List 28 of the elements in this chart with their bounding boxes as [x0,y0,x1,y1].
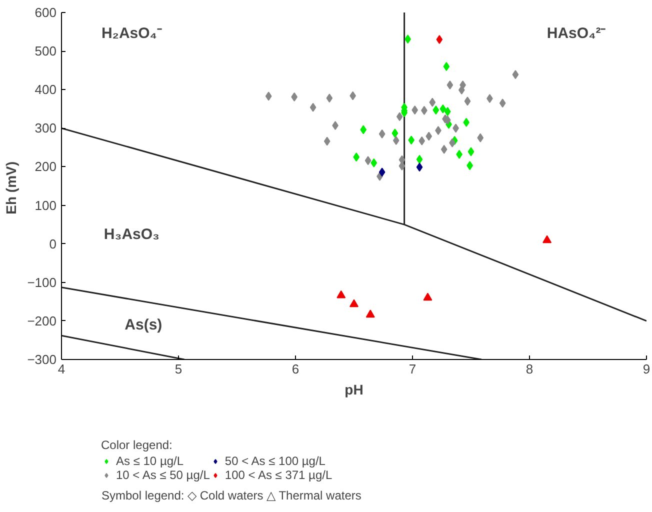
y-tick-label: 100 [34,198,57,213]
y-tick-label: 300 [34,120,57,136]
y-tick-label: 600 [34,5,57,20]
annotation: As(s) [124,316,162,334]
y-axis-title: Eh (mV) [3,162,20,214]
y-tick-label: 0 [49,236,57,252]
y-tick-label: −300 [27,352,57,367]
legend-label: 50 < As ≤ 100 µg/L [224,454,326,468]
y-tick-label: 500 [34,44,57,59]
legend-title: Color legend: [101,438,174,452]
legend-label: As ≤ 10 µg/L [116,454,184,468]
x-tick-label: 6 [292,362,300,376]
x-tick-label: 5 [174,362,182,376]
x-tick-label: 9 [642,362,650,376]
y-tick-label: 200 [34,159,57,174]
x-tick-label: 4 [58,362,66,376]
text: Symbol legend: ◇ Cold waters △ Thermal waters [102,488,362,502]
y-tick-label: −100 [27,274,57,290]
legend-label: 100 < As ≤ 371 µg/L [224,468,332,482]
y-tick-label: −200 [27,313,57,328]
x-axis-title: pH [344,382,364,398]
annotation: H₂AsO₄⁻ [101,24,162,42]
annotation: HAsO₄²⁻ [546,24,606,42]
annotation: H₃AsO₃ [104,226,160,244]
x-tick-label: 8 [526,362,534,376]
y-tick-label: 400 [34,82,57,98]
x-tick-label: 7 [408,362,416,376]
legend-label: 10 < As ≤ 50 µg/L [116,468,210,482]
